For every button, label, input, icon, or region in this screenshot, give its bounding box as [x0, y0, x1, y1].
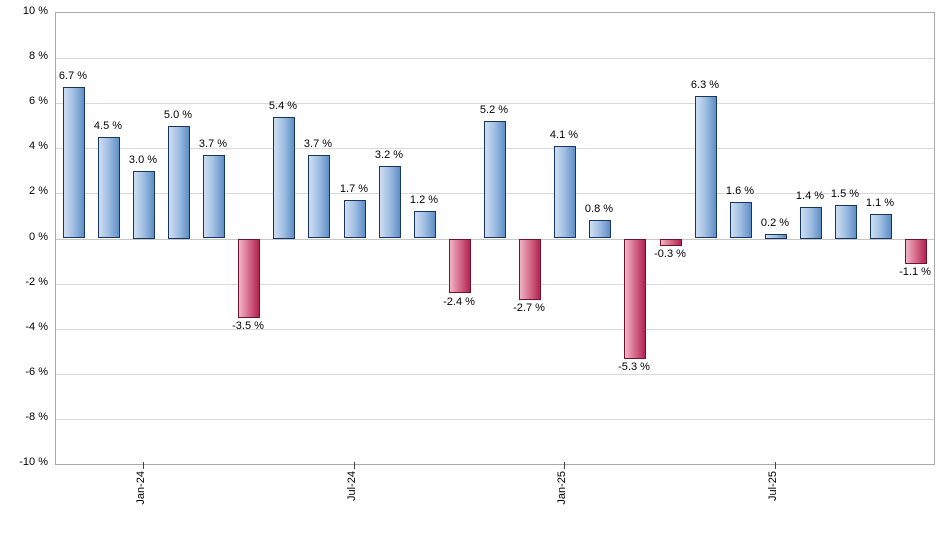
bar-value-label: 1.2 % [409, 194, 439, 206]
bar-value-label: 1.6 % [725, 185, 755, 197]
y-axis-label: -10 % [19, 456, 48, 468]
bar-value-label: 0.8 % [584, 203, 614, 215]
y-axis-label: 6 % [29, 95, 48, 107]
bar-value-label: 6.7 % [58, 70, 88, 82]
x-axis-tick [354, 462, 355, 469]
bar-value-label: 0.2 % [760, 217, 790, 229]
bar-value-label: -0.3 % [654, 248, 686, 260]
bar-value-label: 3.7 % [198, 138, 228, 150]
positive-bar [765, 234, 787, 239]
bar-value-label: 1.7 % [339, 183, 369, 195]
positive-bar [589, 220, 611, 238]
positive-bar [835, 205, 857, 239]
x-axis-label: Jul-24 [346, 471, 358, 501]
positive-bar [63, 87, 85, 238]
bar-value-label: 1.5 % [830, 188, 860, 200]
grid-line [56, 58, 934, 59]
positive-bar [484, 121, 506, 238]
positive-bar [168, 126, 190, 239]
positive-bar [273, 117, 295, 239]
x-axis-tick [564, 462, 565, 469]
bar-value-label: 5.4 % [268, 100, 298, 112]
grid-line [56, 419, 934, 420]
negative-bar [624, 239, 646, 359]
y-axis-label: -6 % [25, 366, 48, 378]
bar-value-label: 5.2 % [479, 104, 509, 116]
x-axis-label: Jul-25 [767, 471, 779, 501]
grid-line [56, 329, 934, 330]
bar-value-label: -2.7 % [513, 302, 545, 314]
bar-value-label: 1.1 % [865, 197, 895, 209]
positive-bar [730, 202, 752, 238]
y-axis-label: 2 % [29, 185, 48, 197]
y-axis-label: -8 % [25, 411, 48, 423]
bar-value-label: 5.0 % [163, 109, 193, 121]
positive-bar [133, 171, 155, 239]
positive-bar [554, 146, 576, 238]
positive-bar [203, 155, 225, 238]
x-axis-tick [775, 462, 776, 469]
y-axis-label: -2 % [25, 276, 48, 288]
negative-bar [238, 239, 260, 318]
positive-bar [379, 166, 401, 238]
negative-bar [660, 239, 682, 246]
positive-bar [308, 155, 330, 238]
y-axis-label: 8 % [29, 50, 48, 62]
negative-bar [519, 239, 541, 300]
positive-bar [800, 207, 822, 239]
bar-value-label: 4.5 % [93, 120, 123, 132]
grid-line [56, 374, 934, 375]
bar-value-label: 4.1 % [549, 129, 579, 141]
grid-line [56, 103, 934, 104]
x-axis-label: Jan-25 [556, 471, 568, 505]
plot-area [55, 12, 935, 465]
positive-bar [344, 200, 366, 238]
y-axis-label: -4 % [25, 321, 48, 333]
bar-value-label: 1.4 % [795, 190, 825, 202]
positive-bar [414, 211, 436, 238]
positive-bar [98, 137, 120, 238]
bar-value-label: 3.2 % [374, 149, 404, 161]
x-axis-tick [143, 462, 144, 469]
negative-bar [449, 239, 471, 293]
bar-value-label: 6.3 % [690, 79, 720, 91]
bar-value-label: -5.3 % [618, 361, 650, 373]
bar-value-label: -2.4 % [443, 296, 475, 308]
y-axis-label: 0 % [29, 231, 48, 243]
y-axis-label: 10 % [22, 5, 48, 17]
negative-bar [905, 239, 927, 264]
x-axis-label: Jan-24 [135, 471, 147, 505]
bar-value-label: 3.0 % [128, 154, 158, 166]
positive-bar [695, 96, 717, 238]
y-axis-label: 4 % [29, 140, 48, 152]
positive-bar [870, 214, 892, 239]
bar-value-label: 3.7 % [303, 138, 333, 150]
bar-value-label: -3.5 % [232, 320, 264, 332]
bar-value-label: -1.1 % [899, 266, 931, 278]
grid-line [56, 284, 934, 285]
zero-grid-line [56, 239, 934, 240]
